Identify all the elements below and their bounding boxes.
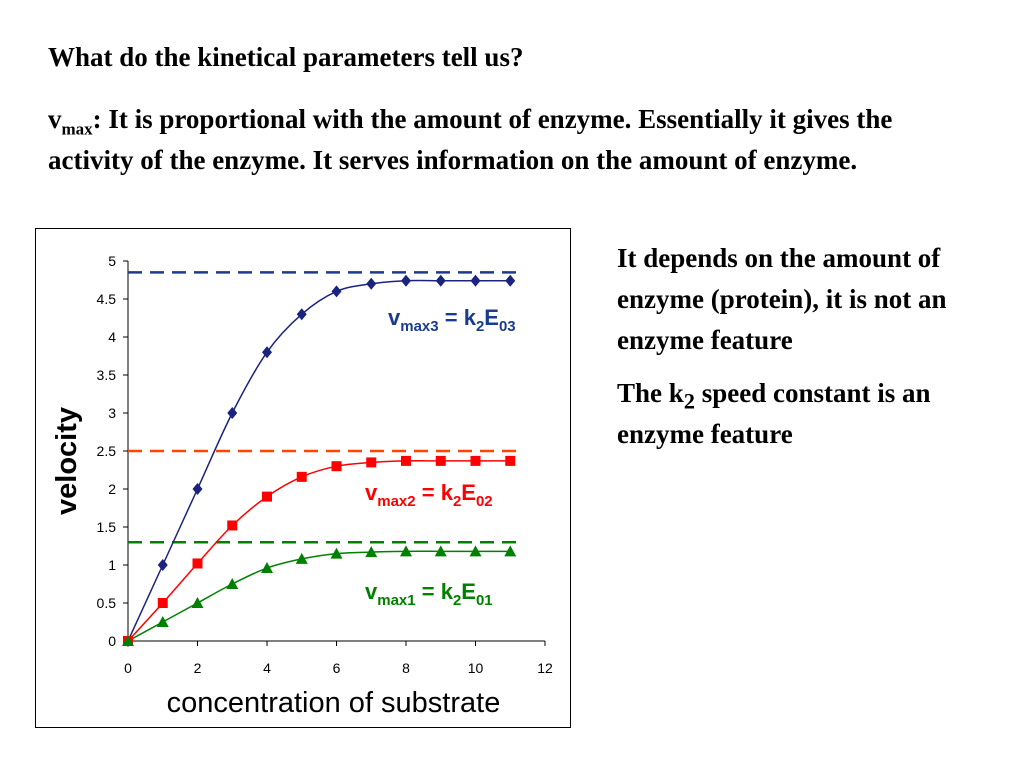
- x-tick-label: 4: [263, 660, 271, 676]
- data-point-diamond: [470, 274, 481, 287]
- data-point-triangle: [261, 562, 273, 574]
- y-tick-label: 1.5: [97, 519, 117, 535]
- y-tick-label: 4: [108, 329, 116, 345]
- y-tick-label: 0: [108, 633, 116, 649]
- data-point-diamond: [331, 285, 342, 298]
- data-point-square: [505, 455, 516, 466]
- data-point-triangle: [469, 545, 482, 557]
- data-point-diamond: [505, 274, 516, 287]
- side-note-enzyme-amount: It depends on the amount of enzyme (prot…: [617, 243, 947, 355]
- y-tick-label: 1: [108, 557, 116, 573]
- vmax-equation-label: vmax1 = k2E01: [365, 579, 493, 609]
- chart-frame: 0 0.5 1 1.5 2 2.5 3 3.5 4 4.5 5 0 2 4 6 8 10 12 concentrat…: [35, 228, 571, 728]
- data-point-triangle: [156, 616, 169, 627]
- data-point-triangle: [400, 545, 412, 557]
- y-tick-label: 3.5: [97, 367, 117, 383]
- series-markers: [122, 274, 517, 647]
- data-point-diamond: [401, 274, 411, 287]
- side-notes: It depends on the amount of enzyme (prot…: [617, 238, 997, 467]
- slide-title: What do the kinetical parameters tell us…: [48, 42, 524, 72]
- vmax-description-text: : It is proportional with the amount of …: [48, 104, 893, 175]
- x-tick-label: 12: [537, 660, 553, 676]
- data-point-diamond: [435, 274, 446, 287]
- data-point-triangle: [434, 545, 447, 557]
- data-point-square: [157, 598, 168, 608]
- vmax-description: vmax: It is proportional with the amount…: [48, 99, 978, 181]
- data-point-triangle: [504, 545, 517, 557]
- x-tick-label: 2: [194, 660, 202, 676]
- data-point-square: [366, 457, 377, 468]
- data-point-triangle: [330, 547, 343, 559]
- data-point-square: [192, 558, 203, 569]
- chart-axes: 0 0.5 1 1.5 2 2.5 3 3.5 4 4.5 5 0 2 4 6 8 10 12 concentrat…: [51, 253, 553, 719]
- data-point-triangle: [191, 597, 204, 608]
- y-tick-label: 2.5: [97, 443, 117, 459]
- data-point-triangle: [226, 578, 239, 589]
- data-point-square: [227, 520, 238, 531]
- data-point-square: [470, 455, 481, 466]
- data-point-triangle: [122, 635, 134, 646]
- data-point-square: [296, 471, 307, 482]
- data-point-diamond: [262, 346, 272, 359]
- x-axis-title: concentration of substrate: [167, 687, 501, 719]
- data-point-diamond: [366, 277, 377, 290]
- x-tick-label: 6: [333, 660, 341, 676]
- x-tick-label: 0: [124, 660, 132, 676]
- side-note-k2: The k2 speed constant is an enzyme featu…: [617, 378, 931, 449]
- y-tick-label: 4.5: [97, 291, 117, 307]
- series-labels: vmax3 = k2E03 vmax2 = k2E02 vmax1 = k2E01: [365, 305, 516, 609]
- y-tick-label: 3: [108, 405, 116, 421]
- vmax-equation-label: vmax2 = k2E02: [365, 480, 493, 510]
- y-tick-label: 2: [108, 481, 116, 497]
- vmax-equation-label: vmax3 = k2E03: [388, 305, 516, 335]
- x-tick-label: 10: [468, 660, 484, 676]
- data-point-diamond: [192, 483, 203, 495]
- y-tick-label: 5: [108, 253, 116, 269]
- velocity-chart: 0 0.5 1 1.5 2 2.5 3 3.5 4 4.5 5 0 2 4 6 8 10 12 concentrat…: [51, 253, 553, 719]
- data-point-square: [262, 491, 272, 502]
- vmax-symbol: vmax: [48, 104, 93, 139]
- y-tick-label: 0.5: [97, 595, 117, 611]
- data-point-diamond: [227, 407, 238, 419]
- data-point-square: [435, 455, 446, 466]
- data-point-triangle: [295, 552, 308, 564]
- data-point-square: [401, 455, 411, 466]
- data-point-diamond: [296, 308, 307, 321]
- y-axis-title: velocity: [51, 407, 83, 515]
- data-point-triangle: [365, 546, 378, 558]
- x-tick-label: 8: [402, 660, 410, 676]
- data-point-square: [331, 461, 342, 472]
- data-point-diamond: [157, 559, 168, 571]
